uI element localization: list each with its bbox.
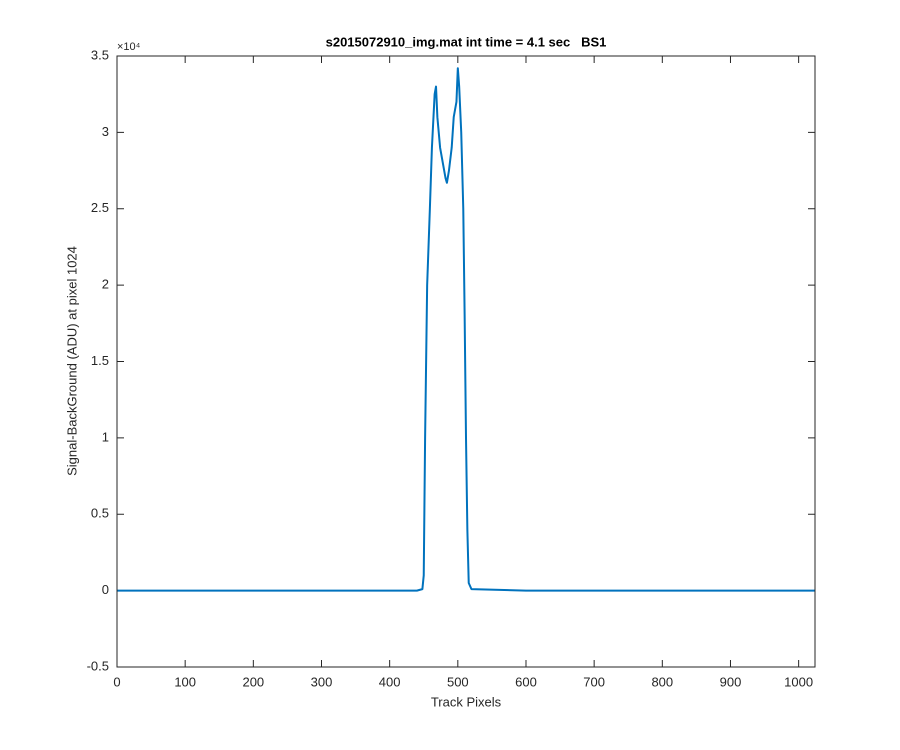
y-tick-label: -0.5 [87,658,109,673]
y-tick-label: 0 [102,582,109,597]
y-tick-label: 3 [102,124,109,139]
y-tick-label: 0.5 [91,506,109,521]
x-tick-label: 600 [515,674,537,689]
x-tick-label: 900 [720,674,742,689]
y-tick-label: 2.5 [91,200,109,215]
y-tick-label: 2 [102,277,109,292]
y-multiplier: ×10⁴ [117,41,141,53]
x-tick-label: 1000 [784,674,813,689]
data-line [117,67,815,592]
x-axis-label: Track Pixels [431,694,502,709]
x-tick-label: 400 [379,674,401,689]
x-tick-label: 0 [113,674,120,689]
y-tick-label: 1.5 [91,353,109,368]
x-tick-label: 100 [174,674,196,689]
axes-box [116,55,816,668]
y-tick-label: 1 [102,429,109,444]
x-tick-label: 300 [311,674,333,689]
x-tick-label: 800 [651,674,673,689]
x-tick-label: 500 [447,674,469,689]
y-tick-label: 3.5 [91,47,109,62]
x-tick-label: 200 [242,674,264,689]
chart-title: s2015072910_img.mat int time = 4.1 sec B… [326,34,607,49]
y-axis-label: Signal-BackGround (ADU) at pixel 1024 [64,246,79,476]
x-tick-label: 700 [583,674,605,689]
